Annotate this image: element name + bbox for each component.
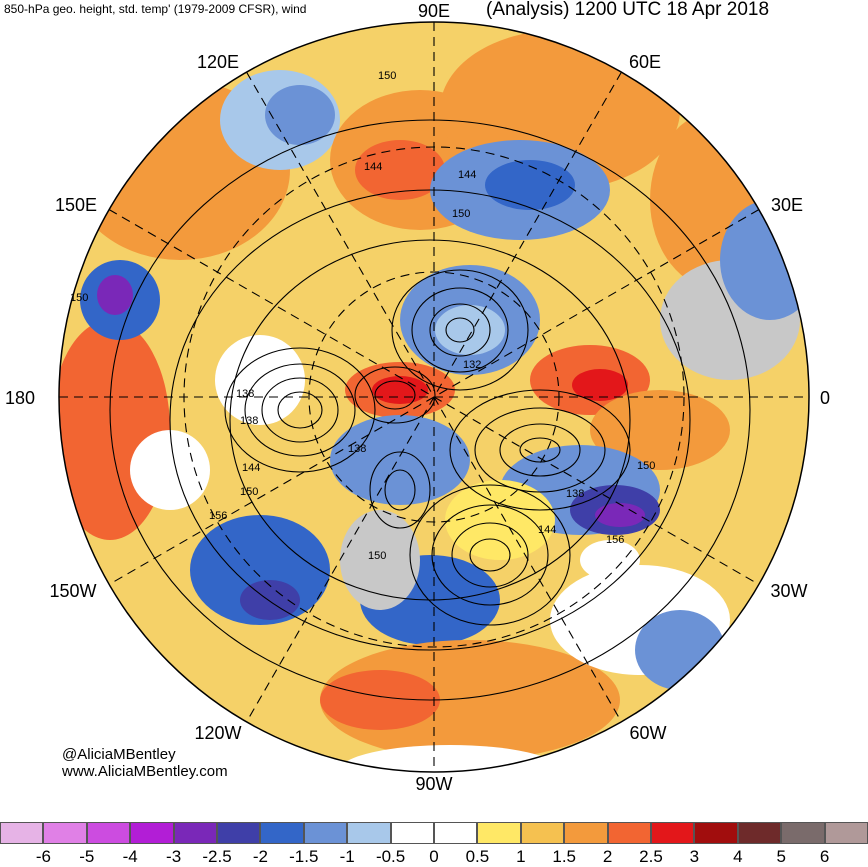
colorbar-tick-label: 5 xyxy=(776,847,786,866)
lon-label-120e: 120E xyxy=(197,52,239,72)
colorbar-tick-label: -6 xyxy=(35,847,51,866)
colorbar-swatch xyxy=(607,822,651,844)
contour-label: 150 xyxy=(637,460,655,472)
contour-label: 132 xyxy=(463,359,481,371)
colorbar-tick-label: -3 xyxy=(166,847,182,866)
contour-label: 138 xyxy=(236,388,254,400)
map-boundary xyxy=(58,21,810,773)
contour-label: 156 xyxy=(209,510,227,522)
lon-label-60e: 60E xyxy=(629,52,661,72)
colorbar-tick-label: 2 xyxy=(602,847,613,866)
colorbar-swatch xyxy=(694,822,738,844)
colorbar-tick-label: 3 xyxy=(689,847,700,866)
contour-label: 150 xyxy=(70,292,88,304)
lon-label-0: 0 xyxy=(820,388,830,408)
polar-map: 90E 60E 30E 0 30W 60W 90W 120W 150W 180 … xyxy=(5,1,830,794)
colorbar-tick-label: -1.5 xyxy=(289,847,319,866)
colorbar-tick-label: 0.5 xyxy=(465,847,490,866)
author-website[interactable]: www.AliciaMBentley.com xyxy=(62,763,228,780)
colorbar-swatch xyxy=(781,822,825,844)
colorbar-swatch xyxy=(564,822,608,844)
colorbar-swatch xyxy=(217,822,261,844)
colorbar-tick-label: -4 xyxy=(122,847,138,866)
map-title: 850-hPa geo. height, std. temp' (1979-20… xyxy=(4,2,307,16)
author-handle: @AliciaMBentley xyxy=(62,746,176,763)
colorbar-swatch xyxy=(347,822,391,844)
graticule xyxy=(59,22,809,772)
lon-label-120w: 120W xyxy=(194,723,241,743)
temperature-anomaly-colorbar xyxy=(0,822,868,844)
colorbar-tick-label: -2.5 xyxy=(202,847,232,866)
lon-label-30e: 30E xyxy=(771,195,803,215)
colorbar-swatch xyxy=(303,822,348,844)
colorbar-tick-label: -1 xyxy=(339,847,355,866)
colorbar-swatch xyxy=(173,822,217,844)
contour-label: 144 xyxy=(242,462,260,474)
contour-label: 138 xyxy=(348,443,366,455)
contour-label: 138 xyxy=(566,488,584,500)
colorbar-swatch xyxy=(477,822,521,844)
colorbar-tick-label: 2.5 xyxy=(639,847,663,866)
contour-label: 144 xyxy=(538,524,556,536)
colorbar-tick-label: 1.5 xyxy=(552,847,577,866)
colorbar-swatch xyxy=(0,822,44,844)
colorbar-tick-label: 0 xyxy=(429,847,439,866)
colorbar-swatch xyxy=(520,822,565,844)
contour-label: 150 xyxy=(378,70,396,82)
colorbar-swatch xyxy=(651,822,695,844)
colorbar-swatch xyxy=(130,822,174,844)
colorbar-swatch xyxy=(390,822,434,844)
colorbar-tick-label: 4 xyxy=(733,847,743,866)
contour-label: 150 xyxy=(240,486,258,498)
colorbar-tick-label: 6 xyxy=(819,847,830,866)
colorbar-swatch xyxy=(260,822,304,844)
lon-label-180: 180 xyxy=(5,388,35,408)
lon-label-150w: 150W xyxy=(49,581,96,601)
colorbar-swatch xyxy=(86,822,131,844)
contour-label: 144 xyxy=(364,161,382,173)
colorbar-tick-label: -2 xyxy=(252,847,268,866)
contour-label: 150 xyxy=(452,208,470,220)
contour-label: 144 xyxy=(458,169,476,181)
lon-label-90e: 90E xyxy=(418,1,450,21)
colorbar-swatch xyxy=(737,822,782,844)
lon-label-90w: 90W xyxy=(415,774,452,794)
colorbar-swatch xyxy=(434,822,478,844)
lon-label-150e: 150E xyxy=(55,195,97,215)
contour-label: 156 xyxy=(606,534,624,546)
colorbar-swatch xyxy=(824,822,868,844)
colorbar-tick-label: 1 xyxy=(516,847,526,866)
contour-label: 150 xyxy=(368,550,386,562)
geopotential-height-contours xyxy=(109,119,751,701)
lon-label-30w: 30W xyxy=(770,581,807,601)
colorbar-tick-label: -0.5 xyxy=(375,847,406,866)
colorbar-tick-label: -5 xyxy=(79,847,95,866)
colorbar-tick-labels: -6 -5 -4 -3 -2.5 -2 -1.5 -1 -0.5 0 0.5 1 1.5 2 2.5 3 4 5 6 xyxy=(0,847,868,866)
lon-label-60w: 60W xyxy=(629,723,666,743)
contour-label: 138 xyxy=(240,415,258,427)
analysis-time-title: (Analysis) 1200 UTC 18 Apr 2018 xyxy=(486,0,770,20)
colorbar-swatch xyxy=(43,822,87,844)
